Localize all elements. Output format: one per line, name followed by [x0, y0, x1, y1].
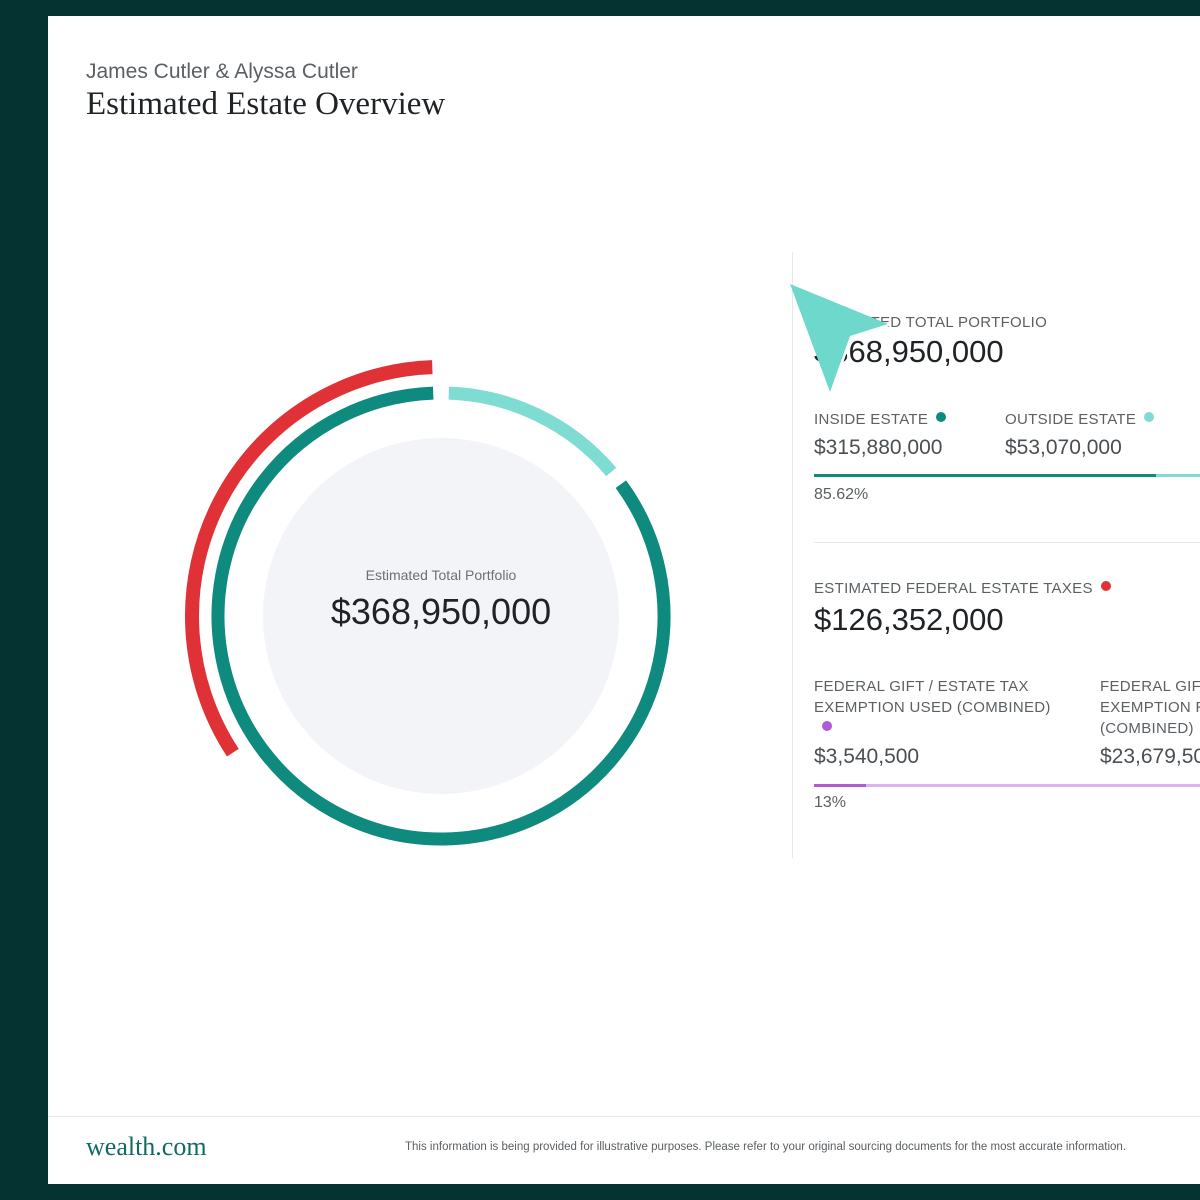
exemption-used-value: $3,540,500	[814, 745, 920, 768]
client-names: James Cutler & Alyssa Cutler	[86, 60, 358, 83]
exemption-remaining-value: $23,679,500	[1100, 745, 1200, 768]
estate-taxes-arc[interactable]	[185, 360, 433, 757]
inside-estate-dot	[936, 412, 947, 422]
footer-divider	[48, 1116, 1200, 1117]
inside-estate-percent: 85.62%	[814, 486, 869, 503]
exemption-used-legend: FEDERAL GIFT / ESTATE TAX EXEMPTION USED…	[814, 676, 1054, 739]
panel-divider	[792, 252, 793, 858]
inside-estate-legend: INSIDE ESTATE	[814, 411, 947, 428]
page-title: Estimated Estate Overview	[86, 86, 446, 122]
pointer-cursor-icon	[790, 284, 890, 394]
outside-estate-label: OUTSIDE ESTATE	[1005, 411, 1137, 428]
inside-estate-value: $315,880,000	[814, 436, 943, 459]
outside-estate-dot	[1144, 412, 1155, 422]
donut-center-label: Estimated Total Portfolio	[366, 567, 517, 583]
section-divider	[814, 542, 1200, 543]
inside-estate-arc[interactable]	[211, 386, 671, 846]
estate-taxes-value: $126,352,000	[814, 602, 1004, 637]
estate-overview-card: James Cutler & Alyssa Cutler Estimated E…	[48, 16, 1200, 1184]
outside-estate-legend: OUTSIDE ESTATE	[1005, 411, 1155, 428]
estate-taxes-legend: ESTIMATED FEDERAL ESTATE TAXES	[814, 580, 1111, 597]
exemption-bar-fill	[814, 784, 866, 787]
exemption-bar	[814, 784, 1200, 787]
inside-estate-bar-fill	[814, 474, 1157, 477]
donut-center-value: $368,950,000	[331, 591, 551, 632]
outside-estate-arc[interactable]	[448, 386, 617, 477]
exemption-remaining-label: FEDERAL GIFT / ESTATE TAX EXEMPTION REMA…	[1100, 678, 1200, 737]
donut-center-disc	[263, 438, 619, 794]
inside-estate-bar	[814, 474, 1200, 477]
inside-estate-label: INSIDE ESTATE	[814, 411, 929, 428]
footer-disclaimer: This information is being provided for i…	[405, 1141, 1127, 1153]
summary-panel: ESTIMATED TOTAL PORTFOLIO $368,950,000 I…	[814, 16, 1200, 1116]
outside-estate-value: $53,070,000	[1005, 436, 1122, 459]
wealth-logo[interactable]: wealth.com	[86, 1132, 207, 1161]
estate-taxes-label: ESTIMATED FEDERAL ESTATE TAXES	[814, 580, 1093, 597]
estate-taxes-dot	[1100, 581, 1111, 591]
portfolio-donut-chart: Estimated Total Portfolio $368,950,000	[185, 360, 671, 846]
exemption-used-label: FEDERAL GIFT / ESTATE TAX EXEMPTION USED…	[814, 678, 1051, 716]
exemption-used-dot	[822, 721, 832, 731]
exemption-percent: 13%	[814, 794, 847, 811]
